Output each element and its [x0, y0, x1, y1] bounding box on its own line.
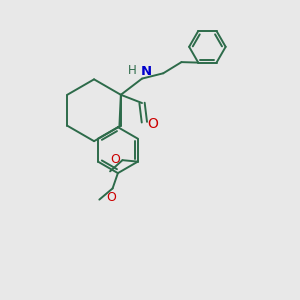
- Text: H: H: [128, 64, 137, 76]
- Text: O: O: [106, 191, 116, 204]
- Text: O: O: [110, 153, 120, 166]
- Text: N: N: [141, 65, 152, 78]
- Text: O: O: [147, 117, 158, 130]
